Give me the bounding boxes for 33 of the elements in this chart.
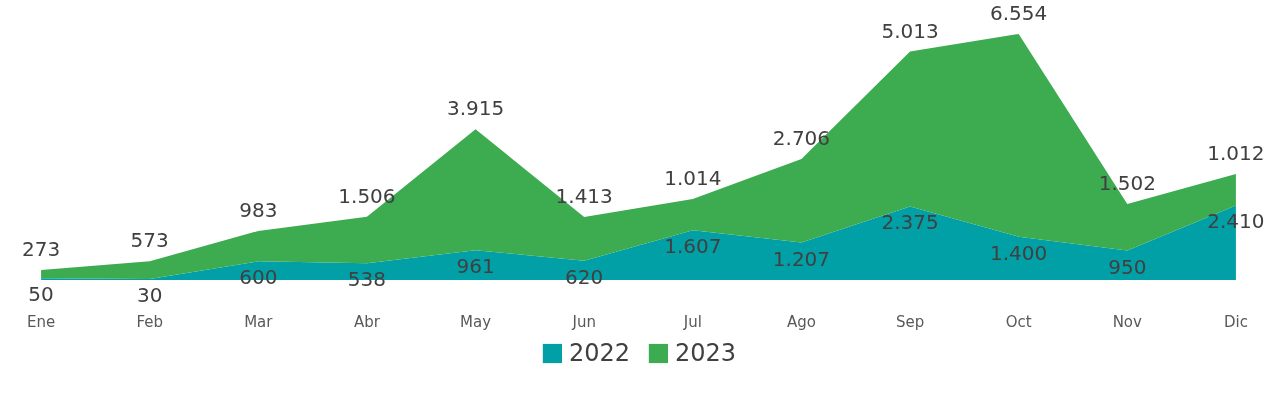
data-label: 961 [456, 254, 495, 279]
x-tick-label: May [460, 312, 492, 331]
x-tick-label: Sep [895, 312, 925, 331]
data-label: 538 [347, 267, 387, 292]
legend-label: 2023 [675, 339, 737, 367]
x-tick-label: Feb [136, 312, 163, 331]
legend-label: 2022 [568, 339, 630, 367]
data-label: 5.013 [881, 18, 939, 43]
data-label: 1.207 [772, 246, 831, 271]
data-label: 50 [28, 282, 54, 307]
x-tick-label: Ene [26, 312, 56, 331]
data-label: 3.915 [446, 96, 505, 121]
x-tick-label: Ago [786, 312, 816, 331]
data-label: 30 [136, 282, 163, 307]
data-label: 1.014 [664, 165, 722, 190]
x-tick-label: Nov [1112, 312, 1143, 331]
data-label: 2.375 [881, 210, 939, 235]
data-label: 1.506 [338, 183, 396, 208]
data-label: 950 [1108, 254, 1147, 279]
data-label: 1.607 [664, 234, 722, 259]
x-tick-label: Jun [571, 312, 596, 331]
data-label: 6.554 [990, 1, 1048, 26]
x-tick-label: Jul [682, 312, 702, 331]
data-label: 573 [130, 228, 169, 253]
data-label: 983 [239, 197, 278, 222]
data-label: 1.012 [1207, 141, 1265, 166]
data-label: 1.400 [990, 240, 1048, 265]
x-tick-label: Oct [1005, 312, 1032, 331]
data-label: 1.413 [555, 184, 613, 209]
data-label: 273 [22, 236, 61, 261]
x-tick-label: Dic [1223, 312, 1248, 331]
x-tick-label: Abr [353, 312, 381, 331]
x-tick-label: Mar [244, 312, 274, 331]
